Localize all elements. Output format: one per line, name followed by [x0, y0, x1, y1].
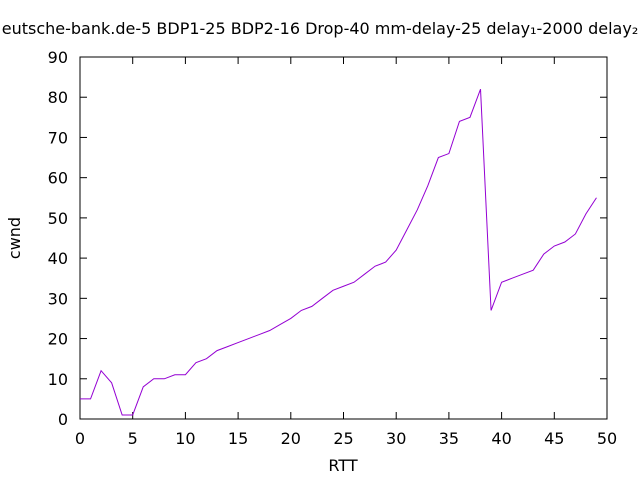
y-tick-label: 10 [48, 370, 68, 389]
plot-frame [79, 56, 608, 420]
x-tick-label: 45 [544, 429, 564, 448]
x-tick-label: 10 [175, 429, 195, 448]
x-tick-label: 0 [75, 429, 85, 448]
y-tick-label: 40 [48, 249, 68, 268]
chart-title: eutsche-bank.de-5 BDP1-25 BDP2-16 Drop-4… [2, 19, 638, 38]
y-tick-label: 80 [48, 88, 68, 107]
y-tick-label: 50 [48, 209, 68, 228]
y-tick-label: 70 [48, 128, 68, 147]
x-tick-label: 20 [281, 429, 301, 448]
axis-tick-labels: 0 5 10 15 20 25 30 35 40 45 50 0 10 20 30 40 50 60 70 80 90 [48, 48, 618, 448]
series-line-cwnd [80, 89, 597, 416]
y-tick-label: 30 [48, 289, 68, 308]
y-tick-label: 60 [48, 169, 68, 188]
x-tick-label: 35 [439, 429, 459, 448]
x-tick-label: 5 [128, 429, 138, 448]
y-tick-label: 0 [58, 410, 68, 429]
y-tick-label: 20 [48, 330, 68, 349]
x-tick-label: 30 [386, 429, 406, 448]
y-tick-label: 90 [48, 48, 68, 67]
x-tick-label: 25 [333, 429, 353, 448]
x-tick-label: 40 [491, 429, 511, 448]
x-tick-label: 15 [228, 429, 248, 448]
x-tick-label: 50 [597, 429, 617, 448]
axis-ticks [79, 56, 608, 420]
x-axis-label: RTT [328, 456, 357, 475]
y-axis-label: cwnd [5, 217, 24, 259]
